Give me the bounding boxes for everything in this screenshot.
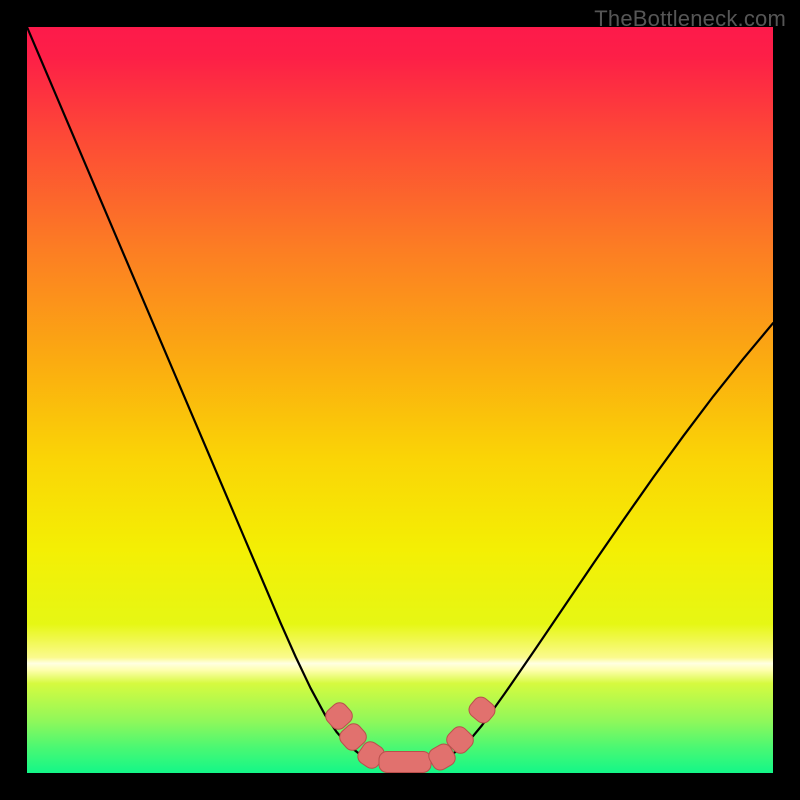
chart-container: TheBottleneck.com (0, 0, 800, 800)
plot-gradient-background (27, 27, 773, 773)
watermark-text: TheBottleneck.com (594, 6, 786, 32)
